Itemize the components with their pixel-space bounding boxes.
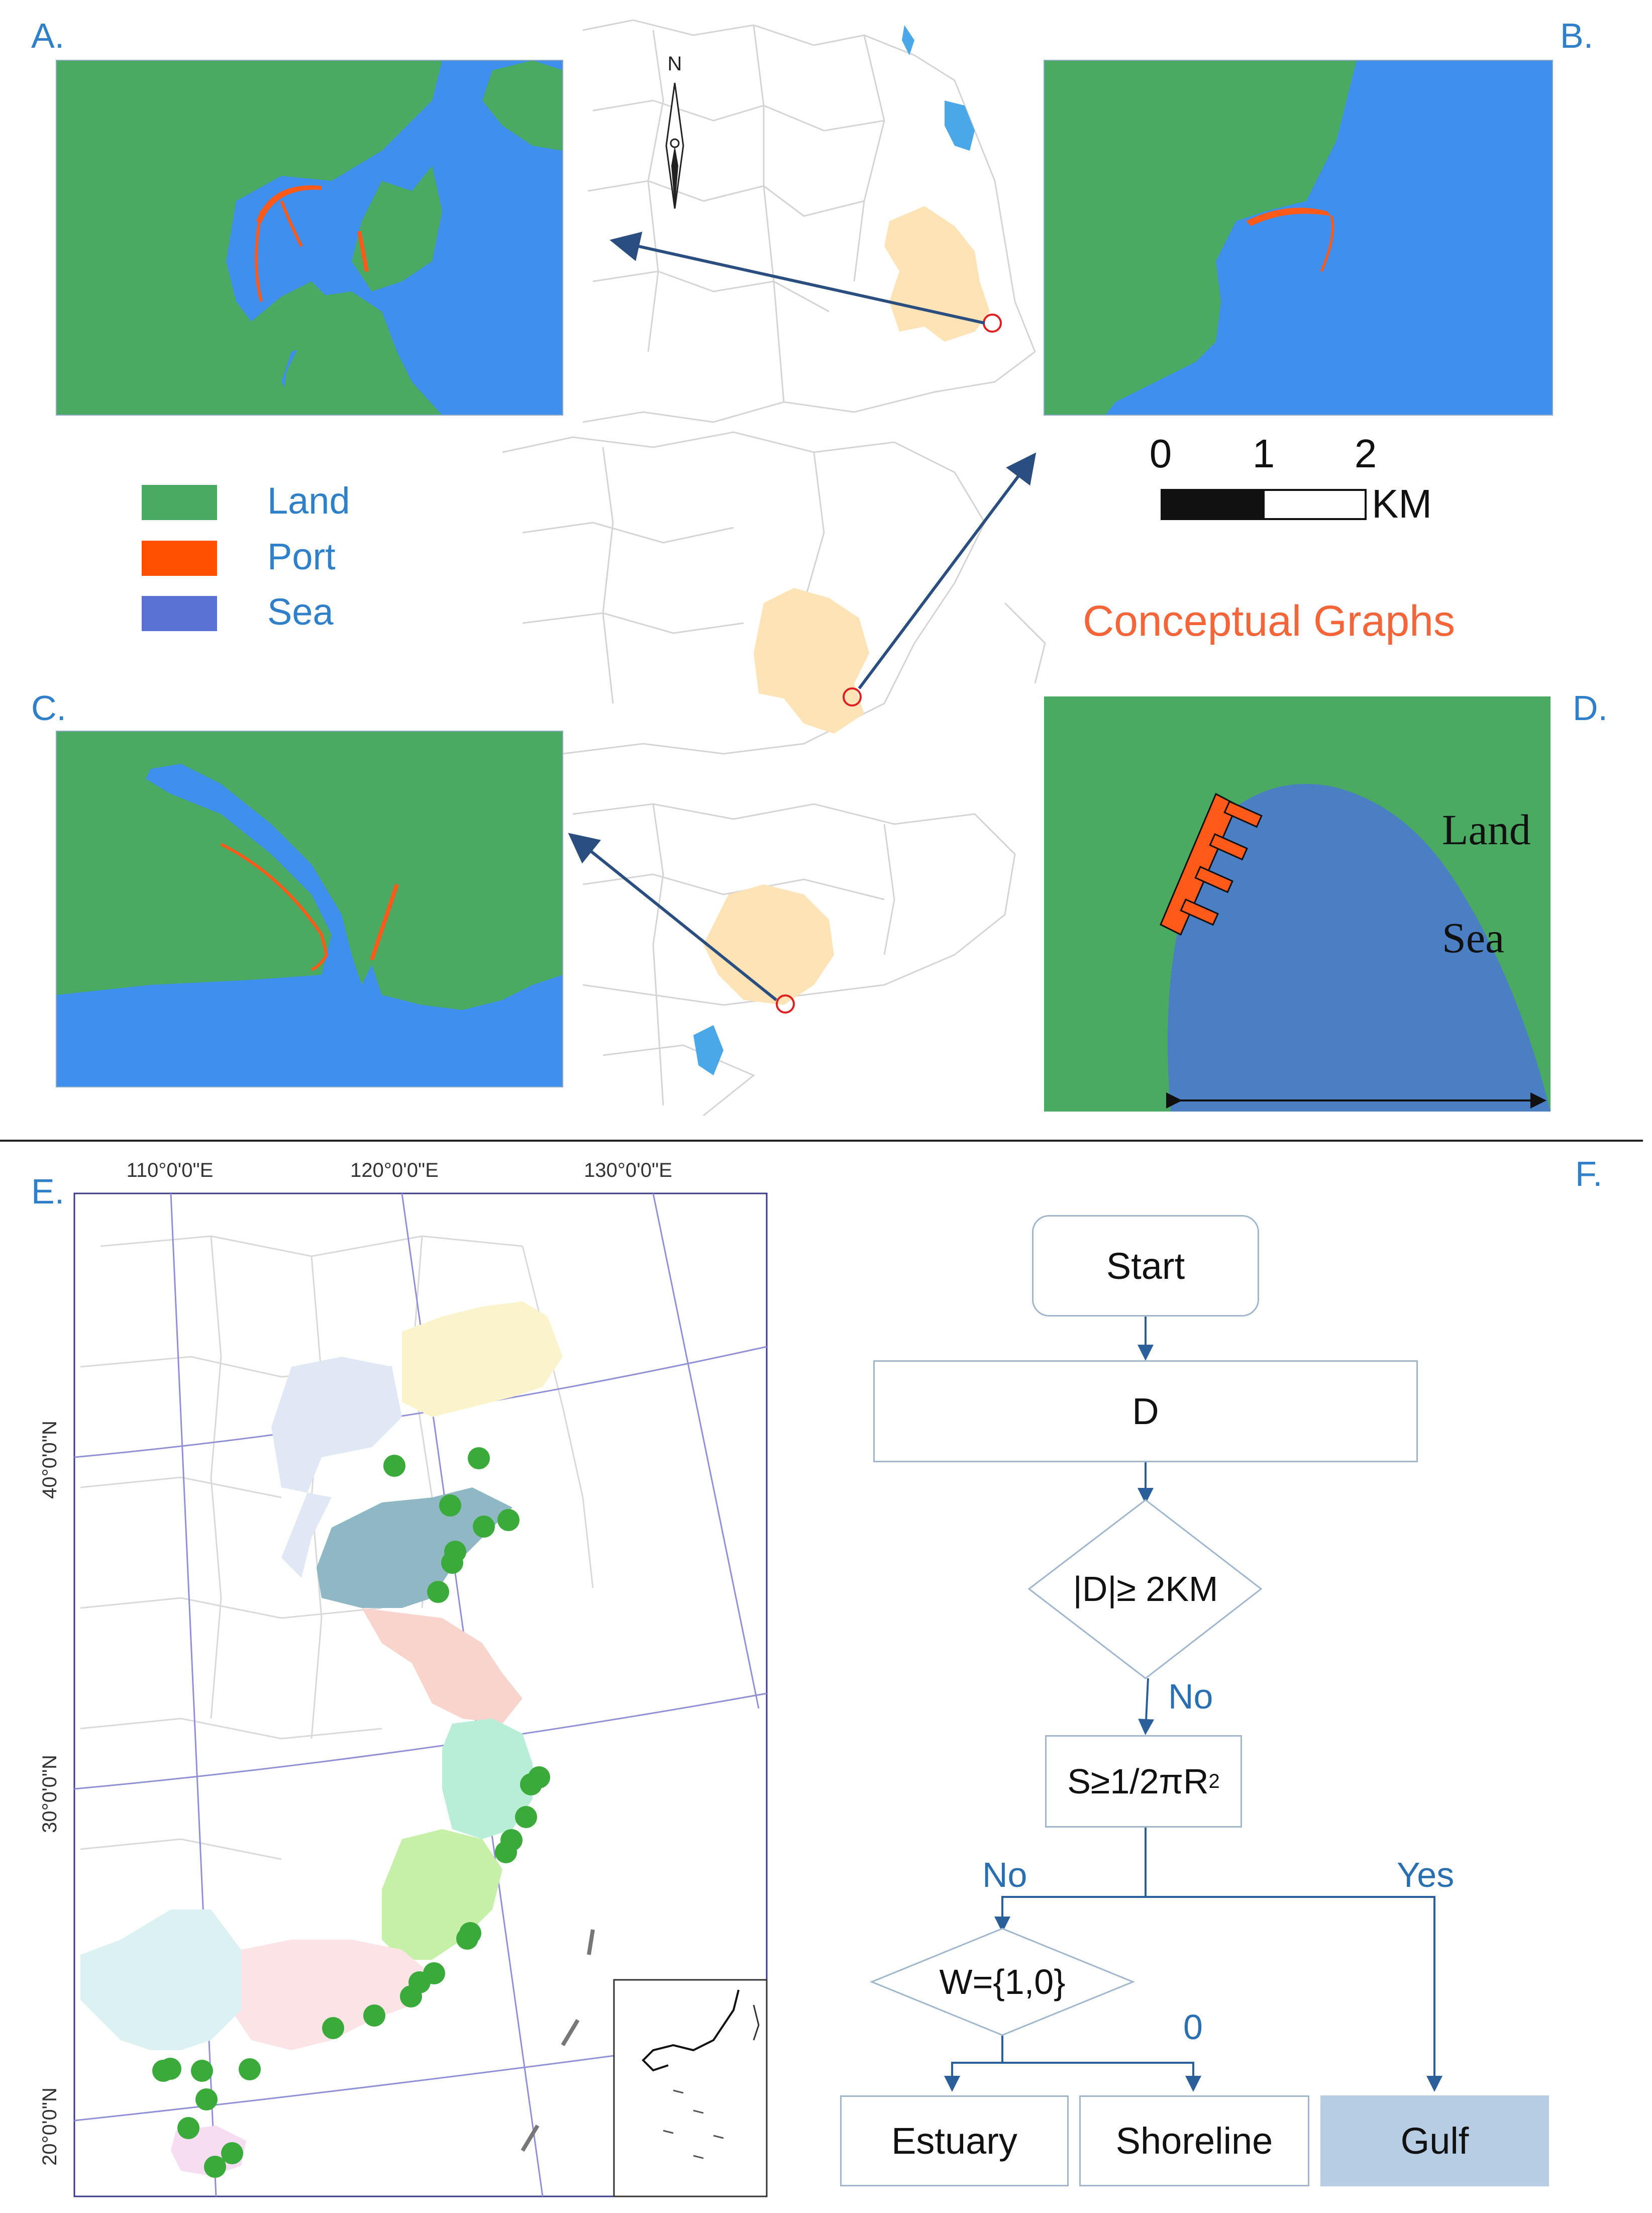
conceptual-graphs-title: Conceptual Graphs bbox=[1083, 597, 1455, 645]
central-region-map-north bbox=[582, 19, 1036, 423]
legend-label-land: Land bbox=[267, 480, 350, 522]
north-arrow: N bbox=[665, 53, 684, 209]
lake-shape-north-2 bbox=[902, 25, 914, 55]
flow-label-zero: 0 bbox=[1183, 2007, 1203, 2047]
scale-unit: KM bbox=[1372, 481, 1432, 526]
flow-decision2-text: W={1,0} bbox=[939, 1962, 1066, 2001]
province-shandong bbox=[317, 1487, 512, 1608]
lon-label-110: 110°0'0"E bbox=[127, 1159, 214, 1181]
flow-start-node: Start bbox=[1032, 1215, 1259, 1317]
river-shape-south bbox=[693, 1025, 724, 1075]
legend-swatch-land bbox=[142, 485, 217, 520]
flow-outcome-estuary-text: Estuary bbox=[891, 2120, 1017, 2162]
pointer-arrow-c bbox=[568, 833, 777, 1001]
panel-a-port-map bbox=[56, 60, 563, 416]
province-guangxi bbox=[80, 1909, 241, 2050]
flow-d-box: D bbox=[873, 1360, 1418, 1462]
flow-decision1-text: |D|≥ 2KM bbox=[1073, 1569, 1218, 1608]
legend-swatch-port bbox=[142, 541, 217, 576]
flowchart-connectors bbox=[944, 1317, 1442, 2092]
panel-b-port-map bbox=[1044, 60, 1553, 416]
panel-d-conceptual-graph: Land Sea bbox=[1044, 696, 1551, 1112]
flow-outcome-shoreline-text: Shoreline bbox=[1115, 2120, 1273, 2162]
panel-c-letter: C. bbox=[31, 688, 66, 728]
flow-start-text: Start bbox=[1106, 1245, 1185, 1287]
scale-tick-2: 2 bbox=[1355, 431, 1377, 476]
taiwan-outline bbox=[521, 1929, 595, 2152]
lon-label-130: 130°0'0"E bbox=[584, 1159, 672, 1181]
panel-f-letter: F. bbox=[1575, 1154, 1602, 1193]
province-liaoning bbox=[402, 1301, 563, 1417]
flow-condition-box: S≥1/2πR 2 bbox=[1045, 1735, 1242, 1828]
panel-d-letter: D. bbox=[1573, 688, 1608, 728]
port-sites bbox=[152, 1447, 550, 2178]
lat-label-30: 30°0'0"N bbox=[39, 1755, 61, 1833]
conceptual-land-label: Land bbox=[1442, 806, 1531, 854]
highlight-province-south bbox=[703, 884, 834, 1005]
panel-c-port-map bbox=[56, 731, 563, 1087]
legend: Land Port Sea bbox=[142, 480, 350, 633]
scale-tick-0: 0 bbox=[1150, 431, 1172, 476]
province-guangdong bbox=[231, 1940, 432, 2050]
flow-outcome-shoreline: Shoreline bbox=[1079, 2095, 1309, 2186]
conceptual-sea-label: Sea bbox=[1442, 914, 1504, 962]
central-region-map-middle bbox=[502, 431, 1046, 755]
flow-condition-text: S≥1/2πR bbox=[1067, 1762, 1209, 1801]
flow-d-text: D bbox=[1132, 1390, 1159, 1432]
flow-condition-sup: 2 bbox=[1208, 1770, 1220, 1792]
highlight-province-middle bbox=[754, 588, 869, 734]
flow-label-no2: No bbox=[982, 1855, 1027, 1894]
flow-label-yes: Yes bbox=[1397, 1855, 1454, 1894]
flow-decision1-text-box: |D|≥ 2KM bbox=[1045, 1564, 1246, 1614]
legend-label-port: Port bbox=[267, 536, 336, 577]
port-marker-c bbox=[776, 994, 795, 1014]
inset-map bbox=[613, 1979, 768, 2197]
flow-outcome-gulf: Gulf bbox=[1320, 2095, 1549, 2186]
decision-w-diamond bbox=[870, 1928, 1135, 2036]
legend-label-sea: Sea bbox=[267, 591, 334, 633]
port-marker-b bbox=[843, 687, 862, 707]
flow-outcome-estuary: Estuary bbox=[840, 2095, 1069, 2186]
panel-e-letter: E. bbox=[31, 1172, 64, 1211]
pointer-arrow-b bbox=[858, 452, 1037, 689]
north-arrow-label: N bbox=[668, 53, 682, 75]
legend-swatch-sea bbox=[142, 596, 217, 631]
lon-label-120: 120°0'0"E bbox=[350, 1159, 439, 1181]
panel-e-map bbox=[73, 1192, 768, 2197]
flow-label-no1: No bbox=[1168, 1677, 1213, 1716]
province-zhejiang bbox=[442, 1719, 533, 1839]
province-hebei bbox=[271, 1357, 402, 1578]
port-marker-a bbox=[983, 314, 1002, 333]
flow-outcome-gulf-text: Gulf bbox=[1400, 2120, 1469, 2162]
panel-a-letter: A. bbox=[31, 16, 64, 55]
flowchart-decision-shapes bbox=[870, 1499, 1263, 2036]
scale-bar: 0 1 2 KM bbox=[1150, 431, 1432, 526]
scale-tick-1: 1 bbox=[1253, 431, 1275, 476]
lat-label-40: 40°0'0"N bbox=[39, 1421, 61, 1499]
decision-distance-diamond bbox=[1027, 1499, 1263, 1679]
lake-shape-north bbox=[945, 100, 975, 151]
province-jiangsu bbox=[362, 1608, 523, 1724]
panel-b-letter: B. bbox=[1560, 16, 1593, 55]
flow-decision2-text-box: W={1,0} bbox=[902, 1957, 1103, 2007]
lat-label-20: 20°0'0"N bbox=[39, 2087, 61, 2166]
pointer-arrow-a bbox=[609, 232, 985, 325]
